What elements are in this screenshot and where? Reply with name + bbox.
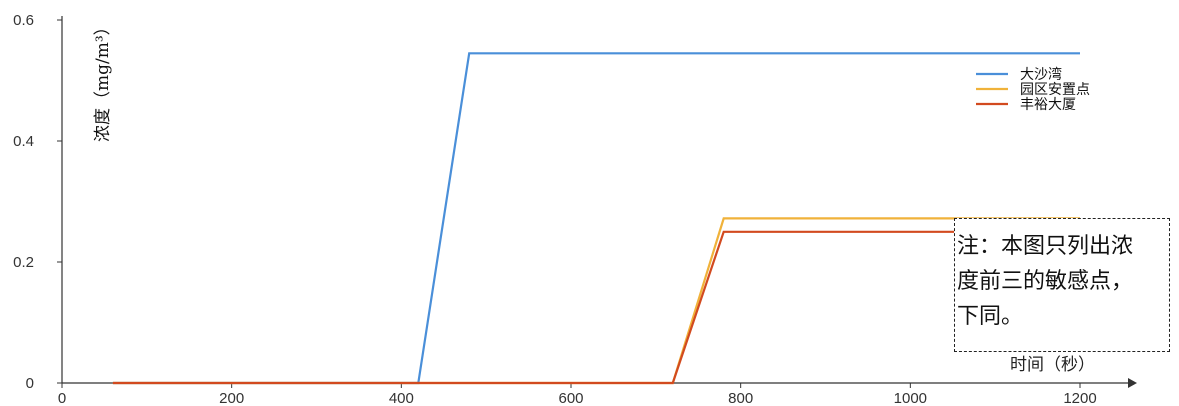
note-line: 度前三的敏感点，: [957, 269, 1134, 294]
x-tick-label: 600: [558, 390, 583, 406]
x-tick-label: 1200: [1063, 390, 1096, 406]
legend-label: 园区安置点: [1020, 82, 1090, 98]
x-tick-label: 800: [728, 390, 753, 406]
x-tick-label: 200: [219, 390, 244, 406]
x-tick-label: 1000: [894, 390, 927, 406]
x-axis-label: 时间（秒）: [1010, 355, 1095, 375]
y-tick-label: 0.2: [13, 254, 34, 271]
note-box: 注：本图只列出浓 度前三的敏感点， 下同。: [954, 218, 1170, 352]
y-tick-label: 0.4: [13, 133, 34, 150]
series-line-2: [112, 217, 1080, 385]
x-axis-arrow: [1128, 378, 1137, 388]
x-tick-label: 0: [58, 390, 66, 406]
series-layer: [112, 52, 1080, 385]
series-line-3: [112, 230, 1080, 385]
x-tick-label: 400: [389, 390, 414, 406]
legend-label: 大沙湾: [1020, 66, 1062, 83]
tick-marks: 0 0.2 0.4 0.6 0 200 400 600 800 1000 1200: [13, 12, 1097, 406]
note-line: 下同。: [957, 304, 1024, 329]
y-tick-label: 0: [26, 375, 34, 392]
y-tick-label: 0.6: [13, 12, 34, 29]
legend-label: 丰裕大厦: [1020, 97, 1076, 113]
y-axis-label: 浓度（mg/m³）: [93, 18, 113, 142]
note-line: 注：本图只列出浓: [957, 234, 1134, 259]
